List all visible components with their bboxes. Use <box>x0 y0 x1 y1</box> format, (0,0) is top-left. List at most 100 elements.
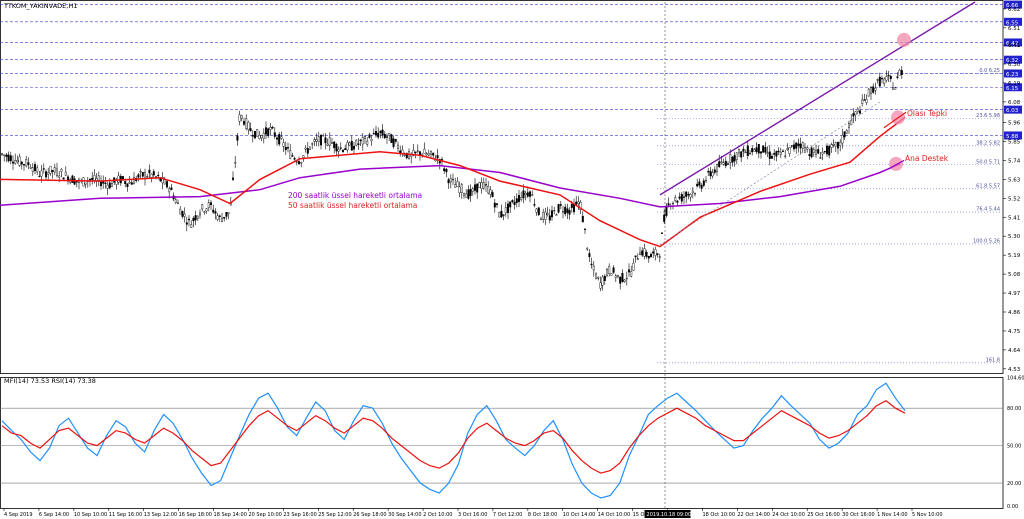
candle-body <box>856 108 859 112</box>
candle-body <box>694 193 697 195</box>
candle-body <box>260 135 263 138</box>
price-tick-label: 5.74 <box>1008 158 1021 164</box>
candle-body <box>709 170 712 177</box>
candle-body <box>867 88 870 97</box>
candle-body <box>845 130 848 134</box>
candle-body <box>786 148 789 150</box>
candle-body <box>441 159 444 161</box>
candle-body <box>342 149 345 152</box>
candle-body <box>436 155 439 159</box>
candle-body <box>108 182 111 189</box>
candle-body <box>390 134 393 144</box>
candle-body <box>350 140 353 151</box>
candle-body <box>225 212 228 217</box>
candle-body <box>548 215 551 221</box>
price-level-label-bg <box>1004 69 1022 78</box>
candle-body <box>300 162 303 164</box>
candle-body <box>751 148 754 153</box>
candle-body <box>331 142 334 144</box>
price-tick-label: 4.75 <box>1008 329 1021 335</box>
candle-body <box>278 134 281 145</box>
candle-body <box>190 224 193 228</box>
candle-body <box>551 210 554 218</box>
time-tick-label: 18 Sep 14:00 <box>214 512 247 518</box>
candle-body <box>416 150 419 152</box>
candle-body <box>645 251 648 257</box>
candle-body <box>815 149 818 155</box>
candle-body <box>256 129 259 137</box>
candle-body <box>779 152 782 155</box>
candle-body <box>271 127 274 129</box>
candle-body <box>808 154 811 156</box>
candle-body <box>267 128 270 136</box>
price-level-label-bg <box>1004 17 1022 26</box>
candle-body <box>762 145 765 153</box>
candle-body <box>480 182 483 189</box>
candle-body <box>7 154 10 162</box>
price-pane-frame <box>0 0 1004 374</box>
price-tick-label: 4.97 <box>1008 291 1021 297</box>
price-tick-label: 5.08 <box>1008 272 1021 278</box>
oscillator-tick-label: 20.00 <box>1007 481 1021 487</box>
candle-body <box>414 151 417 153</box>
candle-body <box>64 171 67 176</box>
candle-body <box>192 217 195 222</box>
candle-body <box>130 182 133 185</box>
price-tick-label: 6.62 <box>1008 7 1020 13</box>
candle-body <box>209 202 212 206</box>
candle-body <box>218 215 221 217</box>
annotation-ana-destek: Ana Destek <box>905 154 949 163</box>
candle-body <box>491 192 494 197</box>
candle-body <box>258 135 261 139</box>
candle-body <box>680 194 683 202</box>
candle-body <box>240 115 243 119</box>
candle-body <box>423 148 426 154</box>
candle-body <box>361 137 364 145</box>
candle-body <box>474 184 477 191</box>
candle-body <box>625 277 628 280</box>
candle-body <box>881 78 884 80</box>
candle-body <box>603 275 606 281</box>
candle-body <box>900 70 903 75</box>
candle-body <box>27 162 30 165</box>
candle-body <box>3 154 6 156</box>
candle-body <box>394 139 397 142</box>
candle-body <box>313 139 316 142</box>
rsi-line <box>1 399 906 474</box>
candle-body <box>537 207 540 216</box>
candle-body <box>234 162 237 164</box>
current-time-label-bg <box>644 510 691 518</box>
candle-body <box>276 137 279 140</box>
candle-body <box>273 132 276 137</box>
candle-body <box>132 177 135 185</box>
candle-body <box>744 151 747 154</box>
candle-body <box>377 132 380 138</box>
candle-body <box>265 127 268 135</box>
candle-body <box>5 154 8 157</box>
candle-body <box>205 208 208 212</box>
axes: 6.62 6.51 6.41 6.30 6.19 6.08 5.96 5.85 5.74 5.63… <box>3 7 1024 518</box>
annotation-marker <box>897 32 911 47</box>
candle-body <box>727 163 730 165</box>
time-tick-label: 22 Oct 14:00 <box>737 512 770 518</box>
candle-body <box>656 253 659 255</box>
candle-body <box>306 148 309 154</box>
candle-body <box>372 133 375 135</box>
candle-body <box>427 153 430 156</box>
price-tick-label: 5.41 <box>1008 215 1020 221</box>
candle-body <box>104 182 107 184</box>
candle-body <box>280 136 283 139</box>
candle-body <box>478 182 481 188</box>
candle-body <box>892 87 895 90</box>
candle-body <box>617 275 620 277</box>
candle-body <box>425 153 428 156</box>
price-tick-label: 5.85 <box>1008 140 1021 146</box>
candle-body <box>793 144 796 150</box>
price-tick-label: 6.19 <box>1008 81 1021 87</box>
candle-body <box>614 275 617 278</box>
candle-body <box>865 99 868 103</box>
candle-body <box>368 134 371 138</box>
candle-body <box>870 87 873 94</box>
candle-body <box>249 128 252 132</box>
price-level-label: 6.03 <box>1006 108 1019 114</box>
